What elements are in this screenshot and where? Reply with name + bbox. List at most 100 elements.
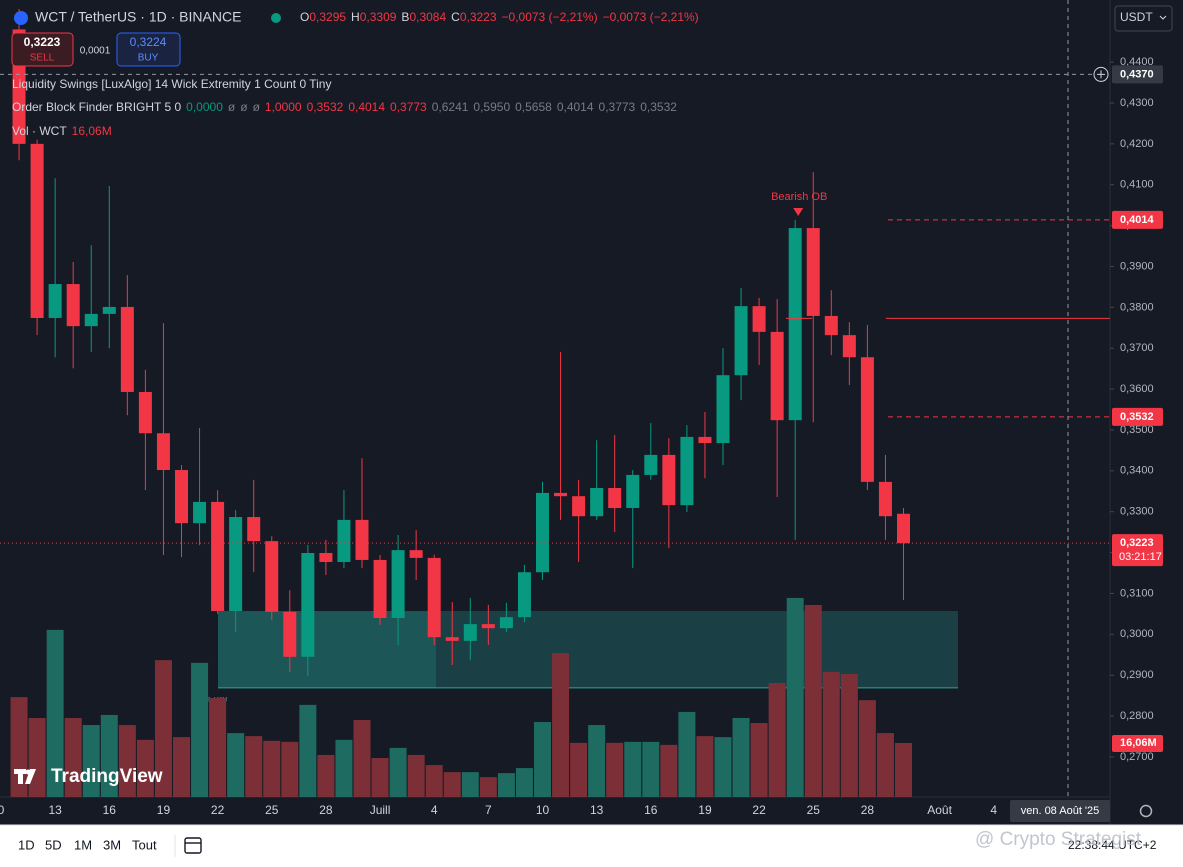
volume-bar (371, 757, 389, 797)
candle-body (193, 501, 207, 524)
indicator-value: ø (228, 100, 236, 114)
market-status (271, 13, 281, 23)
candle-body (301, 552, 315, 657)
volume-bar (606, 742, 624, 797)
ohlc: O0,3295 H0,3309 B0,3084 C0,3223 −0,0073 (−2,… (300, 10, 699, 24)
indicator-value: 0,6241 (432, 100, 469, 114)
indicator-value: 0,4014 (348, 100, 385, 114)
x-tick-label: 13 (590, 803, 604, 817)
x-tick-label: 16 (644, 803, 658, 817)
volume-bar (895, 742, 912, 797)
candle-body (680, 436, 694, 506)
candle-body (806, 228, 820, 316)
candle-body (391, 550, 405, 618)
y-tick-label: 0,3000 (1120, 628, 1154, 640)
volume-bar (281, 741, 299, 797)
price-label-box (1112, 534, 1163, 567)
volume-bar (407, 754, 425, 797)
logo-mark (25, 769, 31, 775)
candle-body (644, 454, 658, 475)
volume-label-box (1112, 734, 1163, 752)
price-label: 0,4370 (1120, 68, 1154, 80)
sell-button[interactable] (11, 32, 74, 67)
range-button[interactable]: 3M (103, 837, 121, 852)
candle-body (337, 519, 351, 562)
ohlc-change: −0,0073 (−2,21%) (603, 10, 699, 24)
candle-body (229, 517, 243, 612)
ohlc-value: 0,3295 (309, 10, 346, 24)
x-tick-label: Août (927, 803, 952, 817)
sell-price: 0,3223 (24, 35, 61, 49)
price-label-box (1112, 407, 1163, 426)
candle-body (770, 331, 784, 421)
volume-bar (497, 773, 515, 797)
x-tick-label: 7 (485, 803, 492, 817)
indicator-value: ø (240, 100, 248, 114)
candle-body (156, 433, 170, 471)
volume-bar (876, 733, 894, 797)
ohlc-key: H (351, 10, 360, 24)
ohlc-key: C (451, 10, 460, 24)
x-tick-label: 25 (265, 803, 279, 817)
front-layer: 0,27000,28000,29000,30000,31000,32000,33… (0, 0, 1163, 822)
indicator-value: 0,5950 (473, 100, 510, 114)
volume-bar (732, 717, 750, 797)
volume-bar (28, 717, 46, 797)
x-tick-label: 16 (103, 803, 117, 817)
volume-bar (822, 671, 840, 797)
indicator-name: Vol · WCT (12, 124, 67, 138)
add-alert-plus (1097, 70, 1105, 79)
volume-bar (515, 768, 533, 797)
candle-body (409, 550, 423, 558)
range-button[interactable]: 1M (74, 837, 92, 852)
price-label: 0,3532 (1120, 411, 1154, 423)
candle-body (734, 306, 748, 376)
x-tick-label: 25 (807, 803, 821, 817)
currency-caret (1159, 15, 1167, 20)
volume-bar (804, 604, 822, 797)
volume-bar (425, 765, 443, 797)
logo-text: TradingView (51, 766, 163, 787)
settings-icon[interactable] (1139, 804, 1153, 818)
candle-body (66, 284, 80, 327)
volume-bar (191, 662, 209, 797)
volume-bar (461, 772, 479, 797)
volume-bar (768, 682, 786, 797)
x-tick-label: 22 (211, 803, 225, 817)
candle-body (463, 624, 477, 641)
price-label: 0,4014 (1120, 214, 1155, 226)
volume-bar (858, 700, 876, 797)
buy-price: 0,3224 (130, 35, 167, 49)
volume-bar (786, 597, 804, 797)
candle-body (84, 313, 98, 327)
range-button[interactable]: Tout (132, 837, 157, 852)
toolbar (0, 825, 1183, 867)
volume-bar (173, 737, 190, 797)
x-tick-label: 4 (431, 803, 438, 817)
calendar-icon[interactable] (184, 837, 202, 854)
currency-button[interactable] (1114, 5, 1173, 32)
buy-button[interactable] (116, 32, 181, 67)
candle-body (355, 519, 369, 560)
range-button[interactable]: 1D (18, 837, 35, 852)
range-button[interactable]: 5D (45, 837, 62, 852)
price-label-box (1112, 210, 1163, 229)
volume-bar (588, 725, 606, 797)
volume-bar (389, 747, 407, 797)
indicator: Liquidity Swings [LuxAlgo] 14 Wick Extre… (12, 77, 331, 91)
candle-body (572, 496, 586, 517)
x-tick-label: 19 (698, 803, 712, 817)
x-tick-label: 4 (990, 803, 997, 817)
crosshair-date: ven. 08 Août '25 (1021, 805, 1100, 817)
candle-body (445, 637, 459, 641)
volume-bar (209, 698, 227, 797)
crosshair-date-box (1010, 800, 1110, 822)
volume-bar (714, 737, 732, 797)
indicator-value: ø (253, 100, 261, 114)
logo: TradingView (14, 766, 163, 787)
candle-body (48, 284, 62, 318)
volume-bar (840, 673, 858, 797)
spread: 0,0001 (80, 46, 111, 57)
y-tick-label: 0,3600 (1120, 383, 1154, 395)
